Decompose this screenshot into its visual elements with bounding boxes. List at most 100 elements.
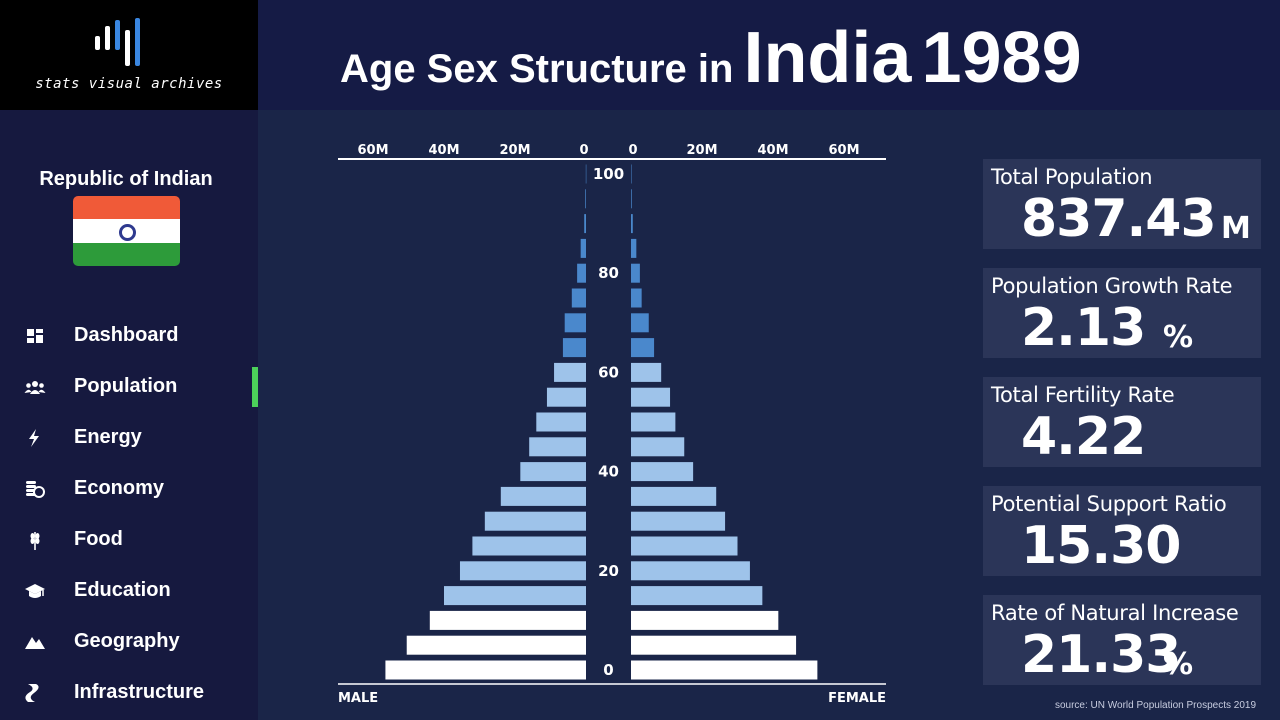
bar-female [631,387,671,407]
sidebar-item-population[interactable]: Population [0,367,258,407]
sidebar-item-infrastructure[interactable]: Infrastructure [0,673,258,713]
sidebar: Republic of Indian Dashboard Population … [0,110,258,720]
sidebar-item-energy[interactable]: Energy [0,418,258,458]
x-tick-label-male: 20M [499,143,530,158]
x-tick-label-female: 0 [628,143,637,158]
sidebar-item-label: Geography [74,630,180,652]
bar-male [472,536,586,556]
male-label: MALE [338,691,378,706]
bar-female [631,238,637,258]
bar-female [631,288,642,308]
y-tick-label: 60 [598,363,619,381]
sidebar-item-economy[interactable]: Economy [0,469,258,509]
mountain-icon [25,637,45,649]
stat-label: Rate of Natural Increase [991,601,1239,625]
bar-female [631,462,694,482]
stat-label: Potential Support Ratio [991,492,1227,516]
x-tick-label-male: 60M [357,143,388,158]
bar-female [631,660,818,680]
source-note: source: UN World Population Prospects 20… [1054,700,1256,711]
bar-female [631,313,649,333]
stat-unit: % [1163,320,1194,355]
lightning-icon [29,429,39,447]
wheat-icon [30,532,40,550]
bar-male [385,660,586,680]
stat-value: 4.22 [1021,407,1146,467]
bar-female [631,486,717,506]
bar-male [484,511,586,531]
bar-male [444,586,586,606]
population-pyramid-chart: 60M 40M 20M 0 0 20M 40M 60M 0 20 40 60 80 100 MALE FEMA… [338,143,886,706]
population-icon [24,381,46,394]
bar-male [529,437,586,457]
stat-label: Total Population [991,165,1153,189]
y-tick-label: 20 [598,562,619,580]
bar-male [585,164,587,184]
stat-card-growth-rate: Population Growth Rate 2.13 % [983,268,1261,358]
stat-card-fertility-rate: Total Fertility Rate 4.22 [983,377,1261,467]
title-country: India [743,18,912,98]
sidebar-item-food[interactable]: Food [0,520,258,560]
bar-male [584,214,586,234]
bar-female [631,511,726,531]
x-tick-label-female: 20M [686,143,717,158]
sidebar-item-label: Energy [74,426,142,448]
sidebar-item-geography[interactable]: Geography [0,622,258,662]
sidebar-item-label: Food [74,528,123,550]
sidebar-item-education[interactable]: Education [0,571,258,611]
stat-card-total-population: Total Population 837.43 M [983,159,1261,249]
bar-female [631,214,633,234]
page-title: Age Sex Structure in India 1989 [340,22,1082,94]
bar-male [546,387,586,407]
sidebar-item-label: Population [74,375,178,397]
india-flag-icon [73,196,180,266]
bar-female [631,437,685,457]
bar-female [631,164,632,184]
sidebar-item-label: Education [74,579,171,601]
y-tick-label: 40 [598,463,619,481]
x-tick-label-female: 40M [757,143,788,158]
road-icon [25,684,39,702]
y-tick-label: 100 [593,165,624,183]
stat-value: 21.33 [1021,625,1181,685]
stat-unit: % [1163,647,1194,682]
stat-value: 837.43 [1021,189,1217,249]
bar-male [577,263,586,283]
stat-card-support-ratio: Potential Support Ratio 15.30 [983,486,1261,576]
title-year: 1989 [921,18,1082,98]
chakra-icon [119,224,136,241]
brand-name: stats visual archives [35,76,223,92]
bar-male [406,635,586,655]
bar-female [631,189,632,209]
bar-male [459,561,586,581]
bar-male [571,288,586,308]
stat-card-natural-increase: Rate of Natural Increase 21.33 % [983,595,1261,685]
bar-female [631,412,676,432]
bar-female [631,362,662,382]
bar-male [585,189,586,209]
bar-female [631,561,750,581]
sidebar-item-label: Economy [74,477,165,499]
bar-female [631,263,640,283]
x-tick-label-female: 60M [828,143,859,158]
bar-male [564,313,586,333]
bar-male [554,362,586,382]
bar-male [429,610,586,630]
x-tick-label-male: 40M [428,143,459,158]
bar-male [580,238,586,258]
stat-unit: M [1221,211,1251,246]
bar-female [631,610,779,630]
bar-female [631,586,763,606]
bar-male [536,412,586,432]
stat-value: 15.30 [1021,516,1181,576]
dashboard-icon [27,329,43,343]
x-tick-label-male: 0 [579,143,588,158]
bar-male [562,338,586,358]
bar-male [500,486,586,506]
bar-chart-logo-icon [95,18,140,66]
brand-logo: stats visual archives [0,0,258,110]
y-tick-label: 80 [598,264,619,282]
bar-female [631,338,655,358]
header: Age Sex Structure in India 1989 [258,0,1280,110]
sidebar-item-dashboard[interactable]: Dashboard [0,316,258,356]
